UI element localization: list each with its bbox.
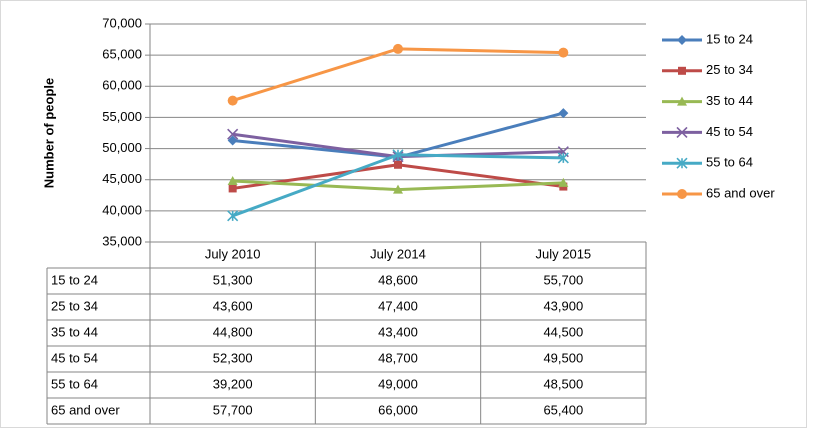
marker-shape xyxy=(392,149,404,161)
marker xyxy=(228,184,237,193)
legend-label: 15 to 24 xyxy=(706,31,753,46)
marker-shape xyxy=(227,210,239,222)
marker-shape xyxy=(678,66,686,75)
marker xyxy=(557,152,569,164)
marker xyxy=(227,175,238,185)
marker xyxy=(676,126,688,138)
marker-shape xyxy=(227,95,238,106)
table-row-label: 55 to 64 xyxy=(51,376,98,391)
marker xyxy=(394,160,402,169)
marker-shape xyxy=(677,96,687,106)
table-cell: 51,300 xyxy=(213,272,253,287)
marker-shape xyxy=(676,157,688,169)
x-tick-label: July 2015 xyxy=(536,246,592,261)
marker xyxy=(558,47,569,58)
marker xyxy=(227,135,238,146)
y-tick-label: 65,000 xyxy=(102,47,142,62)
marker-shape xyxy=(394,160,402,169)
table-cell: 47,400 xyxy=(378,298,418,313)
y-tick-label: 70,000 xyxy=(102,15,142,30)
marker-shape xyxy=(557,152,569,164)
marker xyxy=(227,128,239,140)
table-row-label: 65 and over xyxy=(51,402,120,417)
table-cell: 44,800 xyxy=(213,324,253,339)
y-axis-label: Number of people xyxy=(41,78,56,189)
table-cell: 52,300 xyxy=(213,350,253,365)
marker-shape xyxy=(227,175,238,185)
marker-shape xyxy=(227,128,239,140)
table-cell: 43,600 xyxy=(213,298,253,313)
marker-shape xyxy=(676,126,688,138)
table-cell: 48,700 xyxy=(378,350,418,365)
table-cell: 44,500 xyxy=(543,324,583,339)
marker-shape xyxy=(677,35,687,45)
table-cell: 48,600 xyxy=(378,272,418,287)
table-row-label: 45 to 54 xyxy=(51,350,98,365)
marker xyxy=(676,157,688,169)
y-tick-label: 60,000 xyxy=(102,78,142,93)
table-cell: 65,400 xyxy=(543,402,583,417)
table-cell: 43,400 xyxy=(378,324,418,339)
marker xyxy=(558,108,569,119)
marker xyxy=(392,149,404,161)
table-row-label: 15 to 24 xyxy=(51,272,98,287)
legend-label: 65 and over xyxy=(706,185,775,200)
marker xyxy=(558,177,569,187)
marker xyxy=(393,43,403,54)
marker-shape xyxy=(228,184,237,193)
marker xyxy=(677,35,687,45)
series-line xyxy=(232,47,564,103)
marker-shape xyxy=(558,177,569,187)
marker-shape xyxy=(558,108,569,119)
marker-shape xyxy=(677,189,687,199)
marker xyxy=(677,189,687,199)
marker-shape xyxy=(393,43,403,54)
table-cell: 48,500 xyxy=(543,376,583,391)
table-cell: 49,500 xyxy=(543,350,583,365)
table-row-label: 25 to 34 xyxy=(51,298,98,313)
y-tick-label: 45,000 xyxy=(102,171,142,186)
table-row-label: 35 to 44 xyxy=(51,324,98,339)
table-cell: 57,700 xyxy=(213,402,253,417)
legend-label: 35 to 44 xyxy=(706,93,753,108)
y-tick-label: 50,000 xyxy=(102,140,142,155)
marker xyxy=(677,96,687,106)
y-tick-label: 40,000 xyxy=(102,202,142,217)
x-tick-label: July 2014 xyxy=(370,246,426,261)
table-cell: 43,900 xyxy=(543,298,583,313)
table-cell: 49,000 xyxy=(378,376,418,391)
table-cell: 55,700 xyxy=(543,272,583,287)
marker xyxy=(678,66,686,75)
marker xyxy=(227,95,238,106)
table-cell: 66,000 xyxy=(378,402,418,417)
marker xyxy=(227,210,239,222)
legend-label: 25 to 34 xyxy=(706,62,753,77)
marker-shape xyxy=(227,135,238,146)
marker-shape xyxy=(558,47,569,58)
y-tick-label: 55,000 xyxy=(102,109,142,124)
marker xyxy=(393,184,403,194)
x-tick-label: July 2010 xyxy=(205,246,261,261)
table-cell: 39,200 xyxy=(213,376,253,391)
y-tick-label: 35,000 xyxy=(102,233,142,248)
legend-label: 55 to 64 xyxy=(706,155,753,170)
legend-label: 45 to 54 xyxy=(706,124,753,139)
marker-shape xyxy=(393,184,403,194)
